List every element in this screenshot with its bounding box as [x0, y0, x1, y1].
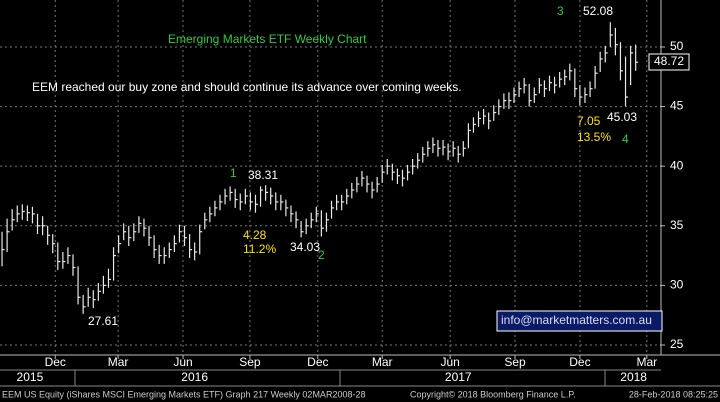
contact-box: [496, 310, 663, 332]
chart-subtitle: EEM reached our buy zone and should cont…: [32, 80, 462, 94]
annotation: 27.61: [88, 314, 118, 328]
last-price: 48.72: [654, 54, 684, 68]
y-tick-label: 30: [670, 278, 684, 292]
annotation: 38.31: [248, 168, 278, 182]
year-label: 2015: [17, 370, 44, 384]
footer-right: 28-Feb-2018 08:25:25: [629, 389, 718, 399]
y-tick-label: 45: [670, 99, 684, 113]
annotation: 34.03: [290, 240, 320, 254]
annotation: 4: [622, 132, 629, 146]
year-label: 2016: [181, 370, 208, 384]
x-tick-label: Jun: [173, 355, 192, 369]
x-tick-label: Sep: [239, 355, 261, 369]
annotation: 45.03: [607, 110, 637, 124]
year-label: 2017: [445, 370, 472, 384]
x-tick-label: Mar: [372, 355, 393, 369]
annotation: 52.08: [583, 4, 613, 18]
annotation: 11.2%: [243, 242, 276, 256]
footer-center: Copyright© 2018 Bloomberg Finance L.P.: [410, 389, 576, 399]
annotation: 1: [230, 166, 237, 180]
last-price-box: [648, 53, 690, 71]
year-label: 2018: [620, 370, 647, 384]
x-tick-label: Jun: [440, 355, 459, 369]
x-tick-label: Mar: [636, 355, 657, 369]
x-tick-label: Dec: [45, 355, 66, 369]
contact: info@marketmatters.com.au: [501, 313, 652, 327]
annotation: 13.5%: [577, 130, 611, 144]
y-tick-label: 25: [670, 337, 684, 351]
footer-left: EEM US Equity (iShares MSCI Emerging Mar…: [2, 389, 365, 399]
chart-title: Emerging Markets ETF Weekly Chart: [168, 32, 367, 46]
y-tick-label: 40: [670, 158, 684, 172]
annotation: 2: [318, 248, 325, 262]
annotation: 3: [557, 4, 564, 18]
annotation: 4.28: [243, 228, 267, 242]
x-tick-label: Sep: [504, 355, 526, 369]
x-tick-label: Dec: [569, 355, 590, 369]
y-tick-label: 35: [670, 218, 684, 232]
y-tick-label: 50: [670, 39, 684, 53]
x-tick-label: Mar: [108, 355, 129, 369]
annotation: 7.05: [577, 114, 601, 128]
x-tick-label: Dec: [307, 355, 328, 369]
